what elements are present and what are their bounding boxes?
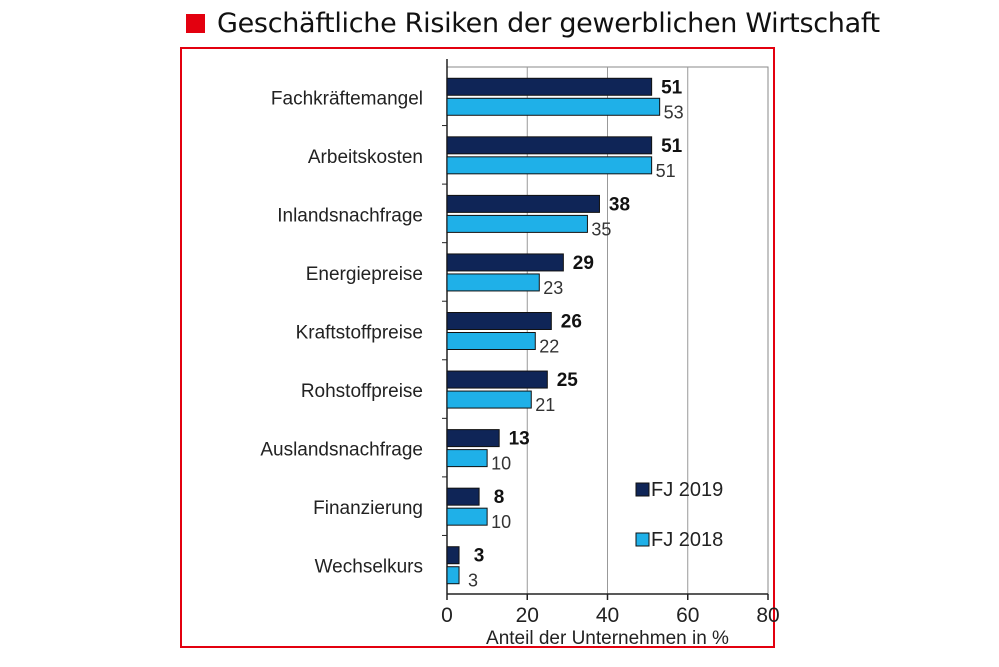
x-tick-label: 40 — [596, 604, 619, 627]
data-label: 53 — [664, 102, 684, 122]
data-label: 3 — [474, 546, 485, 567]
data-label: 10 — [491, 512, 511, 532]
bar-fj2018 — [446, 273, 540, 292]
x-axis-label: Anteil der Unternehmen in % — [486, 628, 729, 649]
category-label: Finanzierung — [313, 498, 423, 519]
x-tick-label: 60 — [676, 604, 699, 627]
bar-fj2018 — [446, 390, 532, 409]
bar-fj2019 — [446, 253, 564, 272]
bar-fj2018 — [446, 156, 653, 175]
bar-fj2018 — [446, 97, 661, 116]
bar-fj2018 — [446, 214, 588, 233]
category-label: Kraftstoffpreise — [296, 323, 423, 344]
data-label: 25 — [557, 370, 579, 391]
data-label: 35 — [591, 219, 611, 239]
bar-fj2019 — [446, 546, 460, 565]
bar-fj2018 — [446, 332, 536, 350]
data-label: 22 — [539, 337, 559, 357]
category-label: Arbeitskosten — [308, 147, 423, 168]
bar-fj2018 — [446, 449, 488, 468]
bar-fj2019 — [446, 77, 653, 96]
bar-fj2019 — [446, 312, 552, 330]
x-tick-label: 80 — [756, 604, 779, 627]
data-label: 26 — [561, 312, 582, 333]
category-label: Auslandsnachfrage — [260, 440, 423, 461]
category-label: Energiepreise — [306, 264, 423, 285]
legend-label: FJ 2019 — [651, 479, 723, 501]
bar-fj2018 — [446, 507, 488, 526]
data-label: 8 — [494, 487, 505, 508]
category-label: Wechselkurs — [315, 557, 423, 578]
category-label: Rohstoffpreise — [301, 381, 423, 402]
chart-title: Geschäftliche Risiken der gewerblichen W… — [217, 7, 880, 39]
bar-fj2019 — [446, 370, 548, 389]
legend-label: FJ 2018 — [651, 529, 723, 551]
x-tick-label: 20 — [516, 604, 539, 627]
data-label: 51 — [661, 136, 683, 157]
title: Geschäftliche Risiken der gewerblichen W… — [186, 6, 880, 40]
bar-fj2019 — [446, 429, 500, 448]
data-label: 3 — [468, 571, 478, 591]
category-label: Fachkräftemangel — [271, 88, 423, 109]
bar-fj2019 — [446, 487, 480, 506]
data-label: 10 — [491, 454, 511, 474]
legend-swatch — [635, 482, 650, 497]
data-label: 13 — [509, 429, 530, 450]
chart-frame — [180, 47, 775, 648]
data-label: 29 — [573, 253, 594, 274]
legend-swatch — [635, 532, 650, 547]
bar-fj2018 — [446, 566, 460, 585]
data-label: 21 — [535, 395, 555, 415]
data-label: 23 — [543, 278, 563, 298]
category-label: Inlandsnachfrage — [277, 205, 423, 226]
data-label: 38 — [609, 194, 630, 215]
title-marker-icon — [186, 13, 205, 33]
bar-fj2019 — [446, 136, 653, 155]
x-tick-label: 0 — [441, 604, 453, 627]
bar-fj2019 — [446, 194, 600, 213]
data-label: 51 — [661, 77, 683, 98]
data-label: 51 — [656, 161, 676, 181]
